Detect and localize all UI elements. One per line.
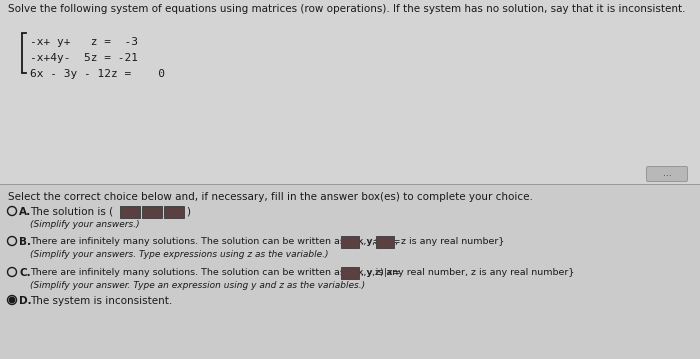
Text: ...: ... [663,169,671,178]
Text: The system is inconsistent.: The system is inconsistent. [30,296,172,306]
Text: C.: C. [19,268,31,278]
FancyBboxPatch shape [0,0,700,184]
Text: -x+4y-  5z = -21: -x+4y- 5z = -21 [30,53,138,63]
Circle shape [9,297,15,303]
FancyBboxPatch shape [341,266,359,279]
FancyBboxPatch shape [164,205,183,218]
FancyBboxPatch shape [647,167,687,182]
Text: Select the correct choice below and, if necessary, fill in the answer box(es) to: Select the correct choice below and, if … [8,192,533,202]
Text: ): ) [186,207,190,217]
Text: , z is any real number}: , z is any real number} [395,237,505,246]
Text: (Simplify your answer. Type an expression using y and z as the variables.): (Simplify your answer. Type an expressio… [30,281,365,290]
Text: (Simplify your answers.): (Simplify your answers.) [30,220,139,229]
Text: -x+ y+   z =  -3: -x+ y+ z = -3 [30,37,138,47]
Text: The solution is (: The solution is ( [30,207,113,217]
Text: , y=: , y= [360,237,380,246]
FancyBboxPatch shape [0,184,700,359]
Text: 6x - 3y - 12z =    0: 6x - 3y - 12z = 0 [30,69,165,79]
Text: There are infinitely many solutions. The solution can be written as {(x,y,z)|x=: There are infinitely many solutions. The… [30,237,400,246]
FancyBboxPatch shape [120,205,139,218]
Text: There are infinitely many solutions. The solution can be written as {(x,y,z)|x=: There are infinitely many solutions. The… [30,268,400,277]
Text: D.: D. [19,296,32,306]
Text: Solve the following system of equations using matrices (row operations). If the : Solve the following system of equations … [8,4,685,14]
Text: A.: A. [19,207,32,217]
FancyBboxPatch shape [341,236,359,247]
FancyBboxPatch shape [141,205,162,218]
FancyBboxPatch shape [376,236,394,247]
Text: B.: B. [19,237,31,247]
Text: (Simplify your answers. Type expressions using z as the variable.): (Simplify your answers. Type expressions… [30,250,328,259]
Text: , y is any real number, z is any real number}: , y is any real number, z is any real nu… [360,268,574,277]
